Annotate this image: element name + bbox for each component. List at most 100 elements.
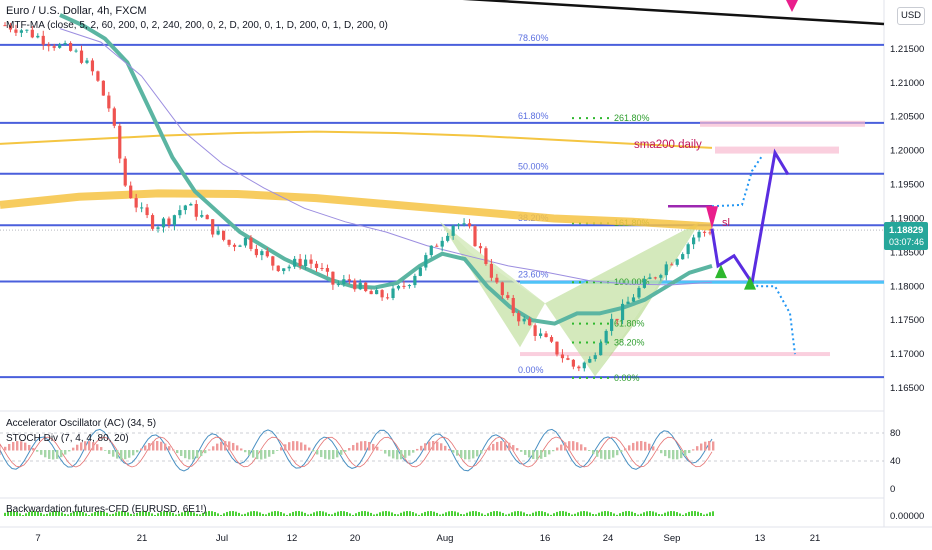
candle — [402, 285, 406, 287]
backwardation-bar — [562, 511, 564, 516]
ac-bar — [532, 450, 535, 460]
candle — [528, 318, 532, 326]
ac-bar — [64, 450, 67, 455]
harmonic-label: 38.20% — [614, 338, 645, 348]
harmonic-label: 261.80% — [614, 113, 650, 123]
ac-bar — [564, 442, 567, 451]
candle — [369, 291, 373, 295]
time-tick: 13 — [755, 533, 766, 544]
candle — [538, 333, 543, 336]
backwardation-bar — [121, 511, 123, 516]
ac-bar — [220, 441, 223, 451]
indicator-legend[interactable]: MTF-MA (close, 5, 2, 60, 200, 0, 2, 240,… — [6, 20, 388, 31]
ac-bar — [416, 448, 419, 451]
sell-arrow-icon — [786, 0, 798, 12]
ac-bar — [36, 450, 39, 452]
ac-bar — [108, 450, 111, 454]
candle — [620, 303, 625, 321]
backwardation-bar — [484, 514, 486, 516]
candle — [407, 285, 412, 287]
ac-bar — [328, 450, 331, 460]
bull-projection — [711, 155, 763, 208]
backwardation-bar — [169, 511, 171, 516]
ac-bar — [624, 448, 627, 451]
ac-bar — [128, 450, 131, 458]
backwardation-bar — [211, 511, 213, 516]
candle — [347, 279, 351, 281]
currency-button[interactable]: USD — [897, 7, 925, 25]
backwardation-bar — [493, 511, 495, 516]
ac-bar — [520, 450, 523, 452]
candle — [287, 266, 291, 269]
backwardation-bar — [496, 511, 498, 516]
ac-bar — [708, 441, 711, 451]
time-tick: 12 — [287, 533, 298, 544]
ac-bar — [68, 450, 71, 452]
backwardation-bar — [502, 512, 504, 516]
price-tick: 1.17000 — [890, 349, 924, 360]
backwardation-bar — [505, 514, 507, 516]
ac-bar — [692, 449, 695, 451]
backwardation-bar — [145, 511, 147, 516]
candle — [429, 245, 433, 256]
ac-bar — [16, 441, 19, 451]
candle — [140, 207, 144, 209]
ac-bar — [140, 448, 143, 451]
backwardation-bar — [313, 512, 315, 516]
candle — [90, 60, 95, 72]
ac-bar — [4, 446, 7, 451]
candle — [702, 231, 707, 233]
backwardation-bar — [523, 512, 525, 516]
backwardation-bar — [310, 513, 312, 516]
backwardation-bar — [136, 512, 138, 516]
ac-bar — [588, 450, 591, 451]
candle — [227, 239, 231, 245]
candle — [325, 268, 330, 272]
stoch-legend[interactable]: STOCH Div (7, 4, 4, 80, 20) — [6, 433, 129, 444]
backwardation-bar — [490, 511, 492, 516]
backwardation-bar — [463, 514, 465, 516]
time-tick: 20 — [350, 533, 361, 544]
ac-bar — [152, 441, 155, 451]
backwardation-bar — [448, 511, 450, 516]
harmonic-label: 100.00% — [614, 277, 650, 287]
backwardation-bar — [466, 512, 468, 516]
backwardation-bar — [148, 511, 150, 516]
backwardation-bar — [19, 513, 21, 516]
ac-bar — [12, 442, 15, 451]
ac-bar — [376, 446, 379, 451]
candle — [96, 71, 100, 81]
ac-bar — [560, 444, 563, 451]
ac-bar — [620, 450, 623, 453]
backwardation-bar — [589, 512, 591, 516]
candle — [593, 355, 597, 360]
ac-bar — [676, 450, 679, 460]
candle — [610, 318, 614, 331]
candle — [566, 358, 570, 360]
ac-bar — [308, 447, 311, 451]
backwardation-bar — [550, 514, 552, 516]
backwardation-bar — [223, 513, 225, 516]
ac-bar — [228, 441, 231, 451]
backwardation-bar — [706, 513, 708, 516]
backwardation-bar — [658, 514, 660, 516]
candle — [582, 362, 586, 369]
backwardation-legend[interactable]: Backwardation,futures-CFD (EURUSD, 6E1!) — [6, 504, 207, 515]
backwardation-bar — [343, 511, 345, 516]
ac-legend[interactable]: Accelerator Oscillator (AC) (34, 5) — [6, 418, 157, 429]
backwardation-bar — [679, 513, 681, 516]
candle — [194, 203, 198, 217]
candle — [150, 215, 155, 229]
ac-bar — [324, 450, 327, 459]
backwardation-bar — [43, 514, 45, 516]
backwardation-bar — [688, 511, 690, 516]
ac-bar — [688, 450, 691, 454]
backwardation-bar — [649, 511, 651, 516]
backwardation-bar — [265, 514, 267, 516]
ac-bar — [400, 450, 403, 460]
candle — [697, 231, 701, 238]
target-zone — [520, 352, 830, 357]
candle — [418, 267, 422, 276]
backwardation-bar — [238, 512, 240, 516]
